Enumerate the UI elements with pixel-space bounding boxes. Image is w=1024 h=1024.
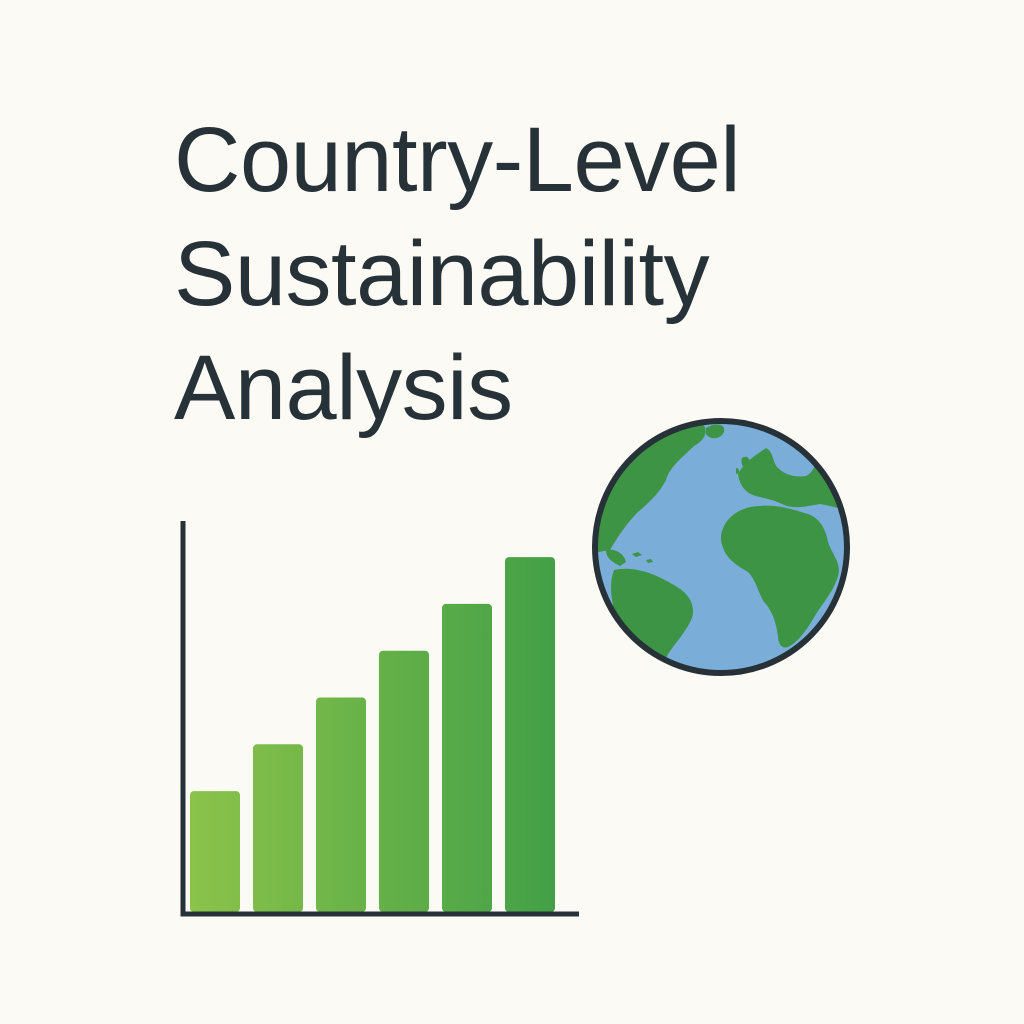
central-america-landmass (606, 549, 626, 566)
bar-series (190, 557, 555, 912)
bar-1 (190, 791, 240, 912)
earth-globe-icon (592, 418, 850, 676)
north-america-landmass (595, 422, 706, 554)
page-title: Country-Level Sustainability Analysis (174, 103, 974, 445)
bar-2 (253, 744, 303, 912)
uk-islands (736, 456, 750, 474)
title-line-3: Analysis (174, 337, 513, 439)
globe-outline (592, 418, 850, 676)
bar-chart (180, 521, 579, 917)
greenland-landmass (706, 424, 725, 439)
africa-landmass (721, 505, 839, 648)
title-line-2: Sustainability (174, 223, 710, 325)
bar-5 (442, 603, 492, 912)
title-line-1: Country-Level (174, 109, 741, 211)
bar-4 (379, 650, 429, 912)
caribbean-islands (632, 552, 653, 563)
bar-3 (316, 697, 366, 912)
bar-6 (505, 557, 555, 912)
